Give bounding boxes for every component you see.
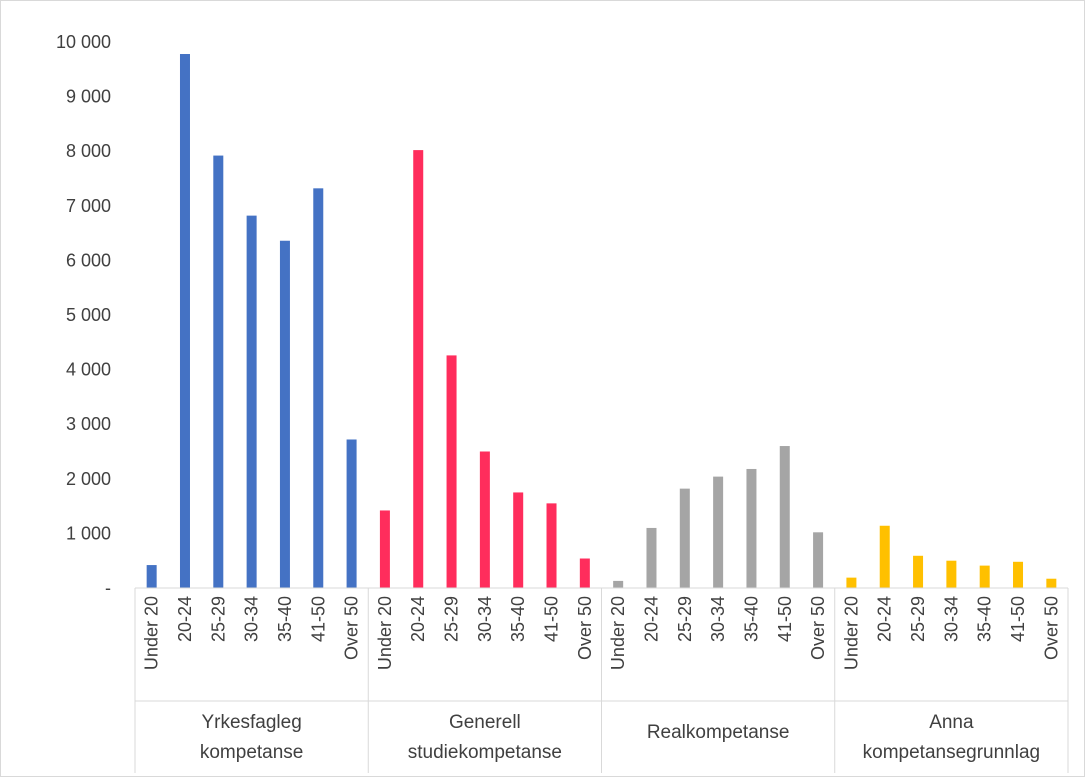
y-tick-label: 1 000 xyxy=(66,523,111,543)
bar xyxy=(779,446,790,588)
x-tick-label: Over 50 xyxy=(342,596,362,660)
y-axis-labels: - 1 000 2 000 3 000 4 000 5 000 6 000 7 000 8 00… xyxy=(56,32,111,598)
group-label: kompetansegrunnlag xyxy=(863,742,1040,763)
bar xyxy=(313,188,324,588)
x-tick-label: 41-50 xyxy=(775,596,795,642)
bar xyxy=(246,215,257,589)
group-labels: Yrkesfagleg kompetanse Generell studiekompe… xyxy=(200,712,1040,763)
x-tick-label: 25-29 xyxy=(442,596,462,642)
x-tick-label: 25-29 xyxy=(208,596,228,642)
x-tick-label: Under 20 xyxy=(142,596,162,670)
bar xyxy=(513,492,524,588)
bar xyxy=(913,555,924,588)
x-tick-label: Over 50 xyxy=(808,596,828,660)
bar xyxy=(1046,578,1057,588)
bars xyxy=(146,54,1057,589)
y-tick-label: 7 000 xyxy=(66,196,111,216)
y-tick-label: 4 000 xyxy=(66,360,111,380)
bar xyxy=(579,558,590,588)
x-tick-label: 30-34 xyxy=(708,596,728,642)
x-tick-label: 25-29 xyxy=(675,596,695,642)
x-tick-label: 41-50 xyxy=(1008,596,1028,642)
y-tick-label: 6 000 xyxy=(66,250,111,270)
bar xyxy=(813,532,824,588)
x-tick-label: 20-24 xyxy=(408,596,428,642)
x-tick-label: 25-29 xyxy=(908,596,928,642)
bar xyxy=(213,155,224,588)
group-label: Anna xyxy=(929,712,974,733)
bar xyxy=(146,565,157,588)
bar xyxy=(646,527,657,588)
bar xyxy=(546,503,557,588)
bar xyxy=(879,525,890,588)
x-tick-label: 41-50 xyxy=(542,596,562,642)
x-tick-label: 20-24 xyxy=(641,596,661,642)
bar xyxy=(846,577,857,588)
x-tick-label: 35-40 xyxy=(741,596,761,642)
x-tick-label: 20-24 xyxy=(175,596,195,642)
y-tick-label: 9 000 xyxy=(66,87,111,107)
x-tick-label: 30-34 xyxy=(242,596,262,642)
x-tick-label: Over 50 xyxy=(1041,596,1061,660)
bar xyxy=(379,510,390,588)
group-label: Realkompetanse xyxy=(647,722,790,743)
group-label: studiekompetanse xyxy=(408,742,562,763)
bar xyxy=(413,150,424,588)
bar xyxy=(279,240,290,588)
bar xyxy=(613,580,624,588)
bar xyxy=(479,451,490,588)
x-tick-label: Over 50 xyxy=(575,596,595,660)
y-tick-label: 8 000 xyxy=(66,141,111,161)
x-tick-label: 41-50 xyxy=(308,596,328,642)
y-tick-label: 2 000 xyxy=(66,469,111,489)
bar xyxy=(746,468,757,588)
bar xyxy=(946,560,957,588)
bar xyxy=(1013,561,1024,588)
group-label: Generell xyxy=(449,712,521,733)
group-label: kompetanse xyxy=(200,742,304,763)
bar xyxy=(179,54,190,588)
x-tick-label: Under 20 xyxy=(608,596,628,670)
x-tick-label: 20-24 xyxy=(875,596,895,642)
y-tick-label: 10 000 xyxy=(56,32,111,52)
y-tick-label: 5 000 xyxy=(66,305,111,325)
bar xyxy=(713,476,724,588)
x-tick-label: Under 20 xyxy=(375,596,395,670)
x-tick-label: 35-40 xyxy=(975,596,995,642)
bar xyxy=(679,488,690,588)
x-tick-label: 35-40 xyxy=(275,596,295,642)
x-tick-label: 30-34 xyxy=(475,596,495,642)
axis-lines xyxy=(134,587,1069,773)
x-tick-label: Under 20 xyxy=(841,596,861,670)
bar xyxy=(446,355,457,588)
bar xyxy=(346,439,357,588)
x-tick-label: 35-40 xyxy=(508,596,528,642)
group-label: Yrkesfagleg xyxy=(201,712,301,733)
bar xyxy=(979,565,990,588)
y-tick-label: - xyxy=(105,578,111,598)
x-tick-labels: Under 20 20-24 25-29 30-34 35-40 41-50 Over 50… xyxy=(142,596,1062,670)
x-tick-label: 30-34 xyxy=(941,596,961,642)
y-tick-label: 3 000 xyxy=(66,414,111,434)
